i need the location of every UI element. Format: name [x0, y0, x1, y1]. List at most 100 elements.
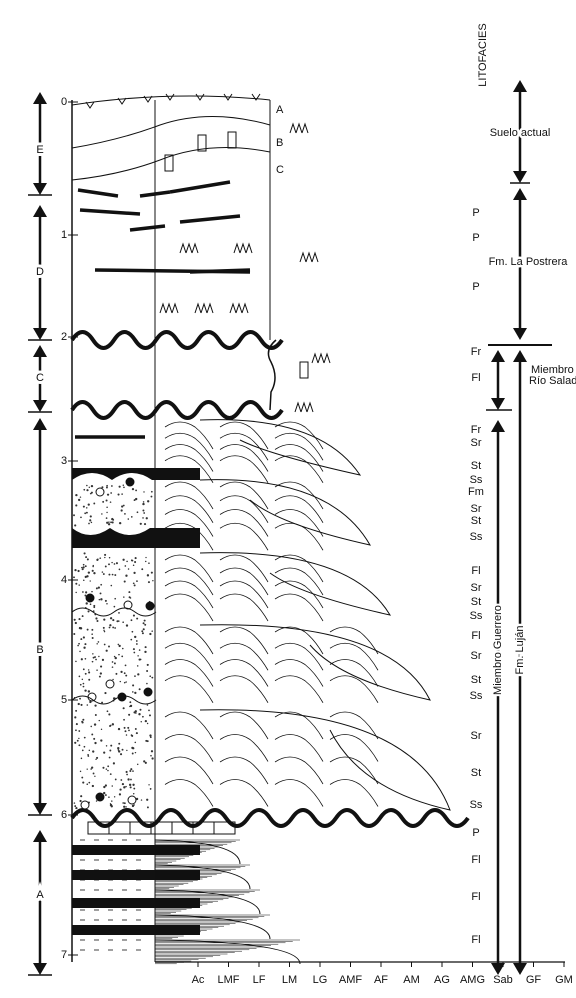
sediment-dot	[78, 738, 79, 739]
sediment-dot	[148, 784, 149, 785]
sediment-dot	[144, 651, 146, 653]
foreset	[165, 757, 213, 784]
arrow-head	[491, 398, 505, 410]
root-symbol	[324, 354, 330, 363]
depth-label: 5	[61, 694, 67, 706]
sediment-dot	[111, 518, 113, 520]
sediment-dot	[151, 677, 153, 679]
sediment-dot	[80, 704, 82, 706]
sediment-dot	[123, 719, 125, 721]
sediment-dot	[75, 504, 77, 506]
member-label: Miembro Guerrero	[492, 605, 504, 695]
sediment-dot	[73, 633, 75, 635]
arrow-head	[513, 188, 527, 200]
sediment-dot	[144, 620, 146, 622]
foreset	[165, 643, 213, 670]
arrow-head	[33, 963, 47, 975]
sediment-dot	[99, 557, 101, 559]
sediment-dot	[133, 582, 135, 584]
sediment-dot	[123, 707, 125, 709]
facies-code: Sr	[471, 650, 482, 662]
sediment-dot	[144, 624, 146, 626]
sediment-dot	[136, 732, 138, 734]
facies-code: St	[471, 596, 481, 608]
foreset	[275, 676, 323, 703]
sediment-dot	[78, 744, 80, 746]
sediment-dot	[128, 568, 130, 570]
sediment-dot	[86, 602, 88, 604]
sediment-dot	[107, 494, 109, 496]
clast	[128, 796, 136, 804]
sediment-dot	[120, 671, 122, 673]
sediment-dot	[111, 562, 112, 563]
foreset	[275, 523, 323, 550]
sediment-dot	[75, 807, 77, 809]
sediment-dot	[83, 683, 85, 685]
depth-label: 0	[61, 96, 67, 108]
sediment-dot	[102, 571, 103, 572]
root-symbol	[234, 244, 240, 253]
sediment-dot	[113, 762, 115, 764]
sediment-dot	[75, 592, 76, 593]
sediment-dot	[100, 739, 102, 741]
member-label: Río Salado	[529, 375, 576, 387]
sediment-dot	[101, 513, 102, 514]
sediment-dot	[83, 636, 85, 638]
facies-code: P	[472, 232, 479, 244]
sediment-dot	[83, 686, 85, 688]
foreset	[165, 433, 213, 460]
sediment-dot	[108, 713, 110, 715]
sediment-dot	[118, 612, 120, 614]
sediment-dot	[141, 799, 142, 800]
arrow-head	[513, 171, 527, 183]
sediment-dot	[90, 493, 92, 495]
sediment-dot	[103, 786, 105, 788]
sediment-dot	[139, 649, 141, 651]
sediment-dot	[76, 723, 78, 725]
sediment-dot	[110, 745, 112, 747]
foreset	[220, 510, 268, 537]
sediment-dot	[83, 579, 85, 581]
sediment-dot	[135, 710, 137, 712]
grain-size-label: LF	[253, 974, 266, 986]
sediment-dot	[112, 661, 114, 663]
sediment-dot	[93, 572, 95, 574]
foreset	[165, 568, 213, 595]
grain-size-label: AMG	[460, 974, 485, 986]
sediment-dot	[88, 669, 89, 670]
sediment-dot	[134, 561, 136, 563]
foreset	[220, 780, 268, 807]
sediment-dot	[82, 568, 84, 570]
sediment-dot	[108, 563, 110, 565]
sediment-dot	[83, 566, 85, 568]
dash	[170, 182, 230, 192]
sediment-dot	[118, 728, 120, 730]
sediment-dot	[87, 558, 89, 560]
arrow-head	[33, 418, 47, 430]
sediment-dot	[133, 572, 135, 574]
facies-code: Fl	[471, 891, 480, 903]
sediment-dot	[92, 637, 94, 639]
foreset	[220, 643, 268, 670]
sediment-dot	[127, 727, 129, 729]
sediment-dot	[122, 621, 124, 623]
sediment-dot	[118, 750, 120, 752]
sediment-dot	[142, 716, 144, 718]
sediment-dot	[142, 632, 144, 634]
foreset	[275, 643, 323, 670]
sediment-dot	[147, 500, 149, 502]
sediment-dot	[130, 768, 132, 770]
sediment-dot	[100, 598, 102, 600]
arrow-head	[491, 420, 505, 432]
sediment-dot	[107, 710, 109, 712]
sediment-dot	[101, 729, 102, 730]
root-symbol	[242, 304, 248, 313]
sediment-dot	[137, 673, 139, 675]
sediment-dot	[101, 702, 103, 704]
sediment-dot	[119, 486, 121, 488]
sediment-dot	[73, 514, 75, 516]
sediment-dot	[112, 785, 114, 787]
layer-label: C	[276, 164, 284, 176]
sediment-dot	[79, 676, 81, 678]
facies-code: Fl	[471, 934, 480, 946]
